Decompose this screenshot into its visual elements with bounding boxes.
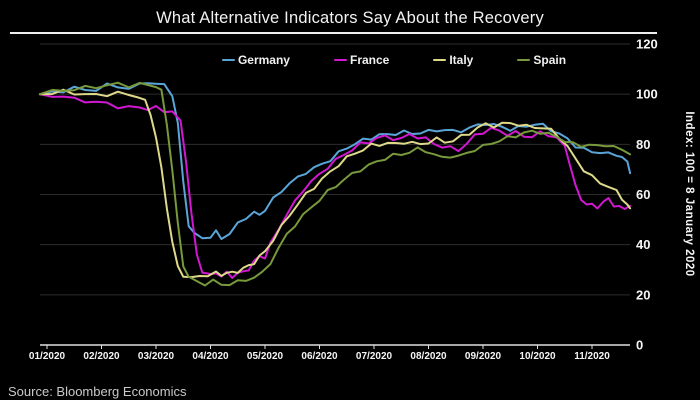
x-tick-label-09-2020: 09/2020 bbox=[465, 351, 502, 362]
y-tick-label-100: 100 bbox=[636, 87, 658, 102]
x-tick-label-05-2020: 05/2020 bbox=[247, 351, 284, 362]
x-tick-label-10-2020: 10/2020 bbox=[519, 351, 556, 362]
series-line-spain bbox=[38, 81, 632, 287]
legend-label: Italy bbox=[449, 53, 474, 67]
x-tick-label-07-2020: 07/2020 bbox=[356, 351, 393, 362]
source-text: Source: Bloomberg Economics bbox=[8, 384, 187, 399]
legend-label: Germany bbox=[237, 53, 290, 67]
y-tick-label-20: 20 bbox=[636, 287, 650, 302]
legend-item-france: France bbox=[333, 53, 390, 67]
series-line-germany bbox=[38, 82, 632, 240]
chart-title: What Alternative Indicators Say About th… bbox=[156, 9, 544, 27]
y-tick-label-80: 80 bbox=[636, 137, 650, 152]
legend-swatch-italy bbox=[433, 58, 447, 62]
y-tick-label-0: 0 bbox=[636, 338, 643, 353]
series-line-italy bbox=[38, 88, 632, 279]
legend-label: France bbox=[349, 53, 390, 67]
x-tick-label-02-2020: 02/2020 bbox=[83, 351, 120, 362]
x-tick-label-11-2020: 11/2020 bbox=[574, 351, 610, 362]
series-line-france bbox=[38, 93, 632, 279]
legend-item-germany: Germany bbox=[221, 53, 290, 67]
x-tick-label-03-2020: 03/2020 bbox=[138, 351, 175, 362]
y-tick-label-40: 40 bbox=[636, 237, 650, 252]
legend-item-italy: Italy bbox=[433, 53, 473, 67]
legend-item-spain: Spain bbox=[517, 53, 566, 67]
x-tick-label-04-2020: 04/2020 bbox=[192, 351, 229, 362]
legend-label: Spain bbox=[533, 53, 567, 67]
x-tick-label-08-2020: 08/2020 bbox=[410, 351, 447, 362]
legend-swatch-france bbox=[333, 58, 347, 62]
title-divider bbox=[10, 32, 657, 34]
y-tick-label-60: 60 bbox=[636, 187, 650, 202]
x-tick-label-01-2020: 01/2020 bbox=[29, 351, 66, 362]
y-axis-title: Index: 100 = 8 January 2020 bbox=[683, 111, 695, 276]
x-tick-label-06-2020: 06/2020 bbox=[301, 351, 338, 362]
chart-legend: Germany France Italy Spain bbox=[44, 53, 700, 67]
legend-swatch-germany bbox=[221, 58, 235, 62]
legend-swatch-spain bbox=[517, 58, 531, 62]
y-tick-label-120: 120 bbox=[636, 37, 658, 52]
